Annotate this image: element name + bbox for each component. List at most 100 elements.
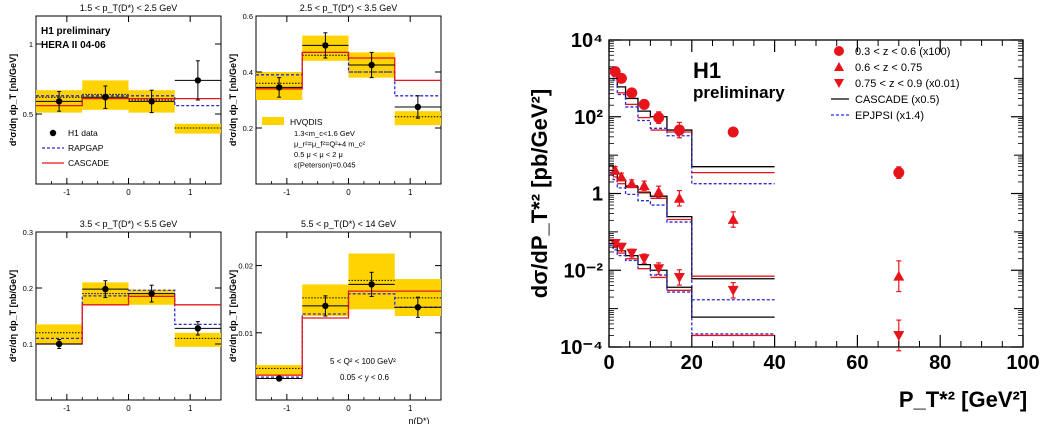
rapgap-histogram bbox=[256, 51, 441, 97]
epjpsi-histogram bbox=[609, 244, 775, 335]
data-point bbox=[275, 84, 283, 91]
data-point bbox=[653, 264, 665, 275]
hvqdis-band bbox=[174, 332, 221, 347]
legend-label: 0.6 < z < 0.75 bbox=[855, 62, 922, 74]
data-point bbox=[673, 192, 685, 203]
x-tick-label: 1 bbox=[188, 404, 193, 413]
x-axis-label: η(D*) bbox=[408, 416, 429, 424]
epjpsi-histogram bbox=[609, 171, 775, 301]
x-tick-label: 1 bbox=[408, 188, 413, 197]
panel-4: -1 0 1 0.01 0.02 5.5 < p_T(D*) < 14 GeV d²σ/dη… bbox=[228, 219, 442, 424]
data-point bbox=[727, 285, 739, 296]
data-point bbox=[638, 98, 650, 110]
legend-cascade-label: CASCADE bbox=[68, 158, 109, 168]
hvqdis-band bbox=[174, 123, 221, 134]
x-tick-label: 0 bbox=[126, 188, 131, 197]
x-tick-label: 0 bbox=[346, 188, 351, 197]
x-tick-label: 0 bbox=[346, 404, 351, 413]
y-tick-label: 0.01 bbox=[238, 329, 253, 338]
x-tick-label: 100 bbox=[1006, 352, 1039, 374]
x-tick-label: 0 bbox=[603, 352, 614, 374]
data-point bbox=[368, 281, 375, 288]
data-point bbox=[653, 186, 665, 197]
legend-data-marker bbox=[49, 129, 57, 137]
legend-epjpsi-label: EPJPSI (x1.4) bbox=[855, 110, 924, 122]
hvqdis-band bbox=[256, 365, 303, 376]
x-tick-label: -1 bbox=[63, 188, 71, 197]
x-tick-label: 40 bbox=[763, 352, 785, 374]
y-tick-label: 10⁻⁴ bbox=[560, 337, 603, 359]
data-point bbox=[102, 94, 109, 101]
y-axis-label: d²σ/dη dp_T [nb/GeV] bbox=[8, 54, 18, 146]
y-tick-label: 0.1 bbox=[23, 340, 33, 349]
hvqdis-parameter: ε(Peterson)=0.045 bbox=[294, 161, 356, 170]
data-point bbox=[615, 171, 627, 182]
y-tick-label: 0.2 bbox=[23, 284, 33, 293]
y-axis-label: d²σ/dη dp_T [nb/GeV] bbox=[228, 54, 238, 146]
legend-marker bbox=[834, 62, 844, 71]
preliminary-label: preliminary bbox=[693, 83, 785, 102]
panel-2: -1 0 1 0.2 0.4 0.6 2.5 < p_T(D*) < 3.5 GeV d²σ/… bbox=[228, 3, 442, 197]
panel-title: 3.5 < p_T(D*) < 5.5 GeV bbox=[80, 219, 178, 229]
legend-hvqdis-swatch bbox=[262, 117, 284, 125]
data-point bbox=[414, 103, 422, 111]
data-point bbox=[893, 167, 905, 179]
data-point bbox=[673, 273, 685, 283]
y-tick-label: 0.4 bbox=[243, 68, 253, 77]
h1-label: H1 bbox=[693, 58, 721, 83]
legend-label: 0.3 < z < 0.6 (x100) bbox=[855, 46, 950, 58]
x-tick-label: -1 bbox=[283, 188, 291, 197]
data-point bbox=[626, 87, 638, 99]
y-range: 0.05 < y < 0.6 bbox=[340, 373, 389, 382]
data-point bbox=[727, 126, 739, 138]
data-point bbox=[615, 72, 627, 84]
panel-2-annotations: HVQDIS 1.3<m_c<1.6 GeV μ_r²=μ_f²=Q²+4 m_c²… bbox=[262, 117, 365, 170]
data-point bbox=[322, 42, 329, 49]
y-tick-label: 10⁻² bbox=[564, 260, 604, 282]
data-point bbox=[673, 124, 685, 136]
data-point bbox=[609, 239, 621, 249]
panel-1-annotations: H1 preliminary HERA II 04-06 H1 data RAPGAP… bbox=[41, 26, 111, 168]
panel-title: 5.5 < p_T(D*) < 14 GeV bbox=[301, 219, 396, 229]
y-axis-label: dσ/dP_T*² [pb/GeV²] bbox=[527, 89, 552, 298]
data-point bbox=[322, 302, 329, 310]
legend-rapgap-label: RAPGAP bbox=[68, 143, 104, 153]
hvqdis-parameter: μ_r²=μ_f²=Q²+4 m_c² bbox=[294, 140, 365, 149]
data-point bbox=[638, 180, 650, 191]
data-point bbox=[55, 98, 63, 105]
q2-range: 5 < Q² < 100 GeV² bbox=[330, 357, 396, 366]
data-point bbox=[609, 164, 621, 175]
x-tick-label: 60 bbox=[846, 352, 868, 374]
hvqdis-parameter: 1.3<m_c<1.6 GeV bbox=[294, 129, 355, 138]
x-axis-label: P_T*² [GeV²] bbox=[899, 387, 1027, 412]
data-point bbox=[194, 77, 202, 84]
plot-frame bbox=[35, 231, 222, 401]
legend-label: 0.75 < z < 0.9 (x0.01) bbox=[855, 78, 960, 90]
data-point bbox=[638, 254, 650, 265]
y-tick-label: 0.2 bbox=[243, 124, 253, 133]
data-point bbox=[102, 285, 109, 293]
panel-1: -1 0 1 0.5 1 1.5 < p_T(D*) < 2.5 GeV d²σ/dη dp… bbox=[8, 3, 222, 197]
hera-label: HERA II 04-06 bbox=[41, 40, 106, 51]
panel-pt2: 0 20 40 60 80 100 10⁻⁴ 10⁻² 1 10² 10⁴ P_T*² [GeV²] d… bbox=[527, 30, 1040, 412]
legend-marker bbox=[834, 79, 844, 88]
plot-frame bbox=[608, 39, 1024, 348]
x-tick-label: 1 bbox=[188, 188, 193, 197]
data-point bbox=[626, 248, 638, 259]
y-tick-label: 0.3 bbox=[23, 228, 33, 237]
hvqdis-band bbox=[36, 324, 83, 344]
data-point bbox=[148, 98, 155, 105]
x-tick-label: -1 bbox=[63, 404, 71, 413]
data-point bbox=[615, 242, 627, 253]
cascade-histogram bbox=[256, 51, 441, 90]
data-point bbox=[893, 270, 905, 281]
legend-data-label: H1 data bbox=[68, 128, 98, 138]
y-tick-label: 0.6 bbox=[243, 12, 253, 21]
rapgap-histogram bbox=[36, 289, 221, 340]
data-point bbox=[893, 331, 905, 341]
panel-4-annotations: 5 < Q² < 100 GeV² 0.05 < y < 0.6 bbox=[330, 357, 396, 382]
data-point bbox=[55, 340, 63, 348]
x-tick-label: 0 bbox=[126, 404, 131, 413]
cascade-histogram bbox=[256, 290, 441, 376]
